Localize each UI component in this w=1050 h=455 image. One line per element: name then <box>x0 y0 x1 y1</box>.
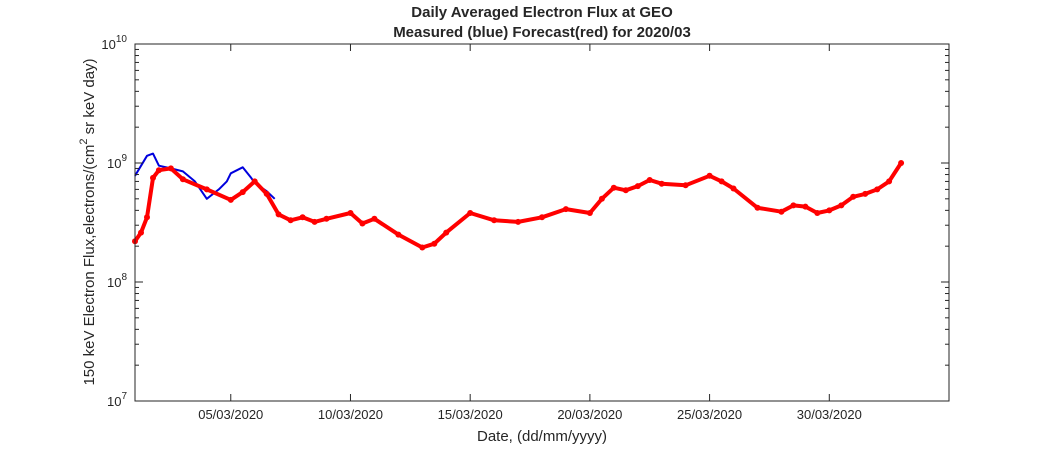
data-point-forecast <box>359 220 366 227</box>
data-point-forecast <box>622 187 629 194</box>
data-point-forecast <box>203 186 210 193</box>
data-point-forecast <box>395 231 402 238</box>
x-tick-label: 10/03/2020 <box>318 407 383 422</box>
data-point-forecast <box>467 210 474 216</box>
y-axis-label: 150 keV Electron Flux,electrons/(cm2 sr … <box>78 58 98 385</box>
data-point-forecast <box>598 195 605 202</box>
data-point-forecast <box>419 244 426 251</box>
data-point-forecast <box>898 160 905 166</box>
y-tick-label: 1010 <box>101 34 127 52</box>
data-point-forecast <box>515 218 522 225</box>
data-point-forecast <box>167 165 174 172</box>
data-point-forecast <box>227 196 234 203</box>
plot-area <box>135 44 949 401</box>
x-tick-label: 05/03/2020 <box>198 407 263 422</box>
chart-subtitle: Measured (blue) Forecast(red) for 2020/0… <box>393 24 691 41</box>
x-tick-label: 15/03/2020 <box>438 407 503 422</box>
data-point-forecast <box>347 210 354 216</box>
x-tick-label: 30/03/2020 <box>797 407 862 422</box>
data-point-forecast <box>371 215 378 222</box>
data-point-forecast <box>275 211 282 218</box>
data-point-forecast <box>144 214 150 221</box>
axes: 05/03/2020 10/03/2020 15/03/2020 20/03/2020… <box>101 34 950 422</box>
series-line-forecast <box>133 161 904 250</box>
data-point-forecast <box>730 185 737 192</box>
data-point-forecast <box>778 208 785 215</box>
data-point-forecast <box>658 180 665 187</box>
data-point-forecast <box>754 204 761 211</box>
data-point-forecast <box>251 178 258 185</box>
data-point-forecast <box>634 183 641 190</box>
data-point-forecast <box>886 178 893 185</box>
axes-box <box>134 43 950 402</box>
data-point-forecast <box>814 210 821 216</box>
data-point-forecast <box>862 190 869 197</box>
data-point-forecast <box>718 178 725 185</box>
data-point-forecast <box>239 189 246 196</box>
data-point-forecast <box>682 182 689 189</box>
data-point-forecast <box>646 177 653 183</box>
data-point-forecast <box>826 207 833 214</box>
y-tick-label: 107 <box>107 391 127 409</box>
data-point-forecast <box>263 190 270 197</box>
data-point-forecast <box>586 210 593 216</box>
data-point-forecast <box>443 229 450 236</box>
x-tick-label: 20/03/2020 <box>557 407 622 422</box>
x-tick-label: 25/03/2020 <box>677 407 742 422</box>
data-point-forecast <box>610 184 617 191</box>
data-point-forecast <box>431 240 438 247</box>
data-point-forecast <box>179 176 186 183</box>
data-point-forecast <box>138 229 144 236</box>
data-point-forecast <box>155 167 162 174</box>
plot-content <box>132 152 905 251</box>
data-point-forecast <box>802 203 809 210</box>
data-point-forecast <box>838 202 845 209</box>
data-point-forecast <box>287 217 294 224</box>
data-point-forecast <box>874 186 881 193</box>
data-point-forecast <box>706 172 713 179</box>
data-point-forecast <box>850 193 857 200</box>
data-point-forecast <box>299 214 306 221</box>
chart-title: Daily Averaged Electron Flux at GEO <box>411 4 673 21</box>
data-point-forecast <box>491 217 498 224</box>
data-point-forecast <box>539 214 545 221</box>
data-point-forecast <box>323 215 330 222</box>
data-point-forecast <box>150 174 156 181</box>
x-axis-label: Date, (dd/mm/yyyy) <box>477 428 607 445</box>
data-point-forecast <box>311 218 318 225</box>
data-point-forecast <box>562 206 569 213</box>
y-tick-label: 109 <box>107 153 127 171</box>
y-tick-label: 108 <box>107 272 127 290</box>
data-point-forecast <box>790 202 797 209</box>
